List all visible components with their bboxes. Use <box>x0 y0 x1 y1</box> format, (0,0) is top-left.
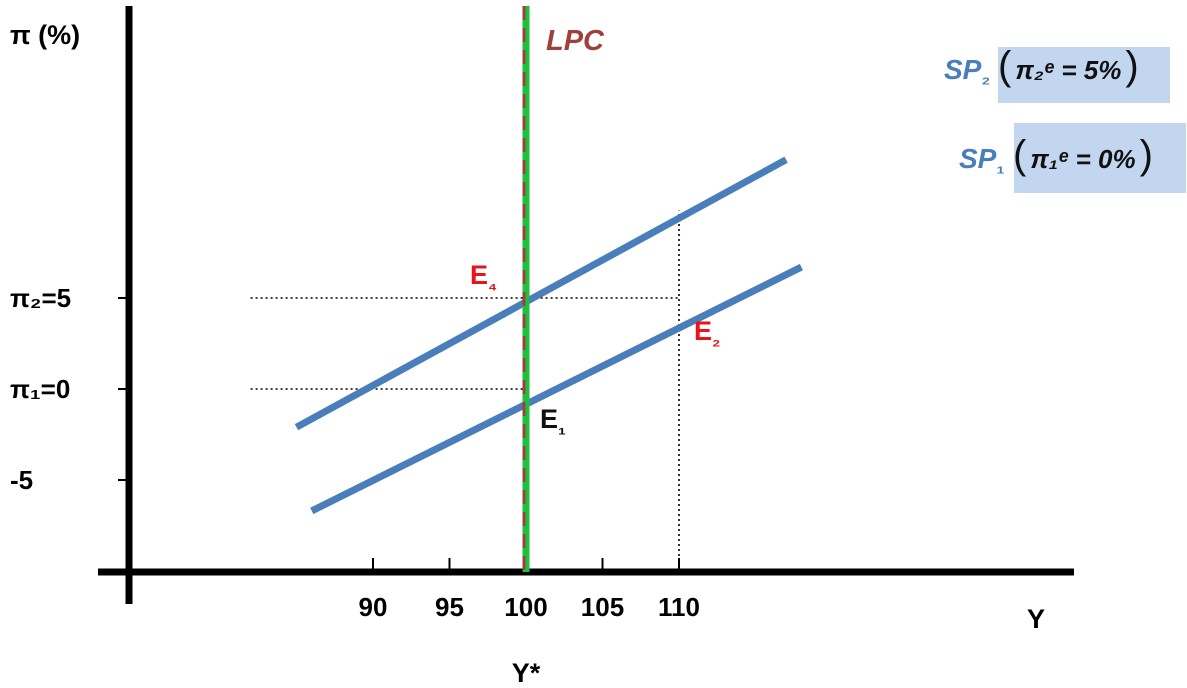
curve-sp1 <box>310 263 803 515</box>
x-tick-label-95: 95 <box>435 592 464 622</box>
y-star-label: Y* <box>512 658 541 688</box>
sp2-label-box <box>998 47 1170 103</box>
series-name-sp2: SP₂ <box>944 54 990 89</box>
x-tick-label-100: 100 <box>504 592 547 622</box>
curves <box>294 156 803 515</box>
x-tick-label-105: 105 <box>581 592 624 622</box>
point-label-2: E₂ <box>694 316 720 351</box>
labels: π (%) Y Y* LPC E₁ E₂ E₄ SP₁(π₁ᵉ = 0%) SP₂(π₂ᵉ = … <box>10 20 1153 688</box>
x-tick-label-110: 110 <box>658 592 700 622</box>
curve-sp2 <box>294 156 788 431</box>
axis-ticks: 90 95 100 105 110 π₂=5 π₁=0 -5 <box>10 283 700 622</box>
lpc-label: LPC <box>546 25 605 57</box>
guide-lines <box>250 210 680 571</box>
lpc-line <box>522 6 530 572</box>
y-tick-label-2: -5 <box>10 465 33 495</box>
y-axis-title: π (%) <box>10 20 80 50</box>
axes <box>98 6 1074 604</box>
y-tick-label-0: π₂=5 <box>10 283 71 313</box>
series-expectation-sp2: (π₂ᵉ = 5%) <box>998 44 1139 88</box>
point-label-3: E₄ <box>470 260 497 295</box>
x-tick-label-90: 90 <box>359 592 388 622</box>
x-axis-title: Y <box>1027 604 1045 634</box>
y-tick-label-1: π₁=0 <box>10 374 70 404</box>
series-expectation-sp1: (π₁ᵉ = 0%) <box>1013 133 1153 177</box>
point-label-1: E₁ <box>540 404 566 439</box>
sp1-label-box <box>1014 123 1186 193</box>
series-name-sp1: SP₁ <box>959 143 1005 178</box>
